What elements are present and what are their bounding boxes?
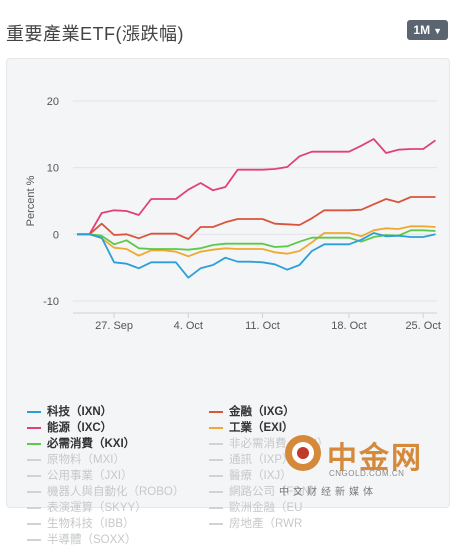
- series-line: [77, 229, 436, 251]
- page-title: 重要產業ETF(漲跌幅): [6, 24, 184, 44]
- legend-item[interactable]: 科技（IXN）: [27, 403, 112, 419]
- x-tick-label: 4. Oct: [174, 320, 203, 332]
- legend-item[interactable]: 房地產（RWR: [209, 515, 302, 531]
- y-tick-label: 20: [47, 96, 59, 108]
- legend-label: 科技（IXN）: [47, 406, 113, 418]
- legend-swatch: [209, 442, 223, 445]
- line-chart: -10 0 10 20 Percent % 27. Sep 4. Oct 11. Oct 18.…: [25, 96, 441, 332]
- x-tick-label: 11. Oct: [245, 320, 280, 332]
- y-axis-label: Percent %: [25, 175, 37, 226]
- legend-label: 機器人與自動化（ROBO）: [47, 486, 185, 498]
- watermark-url: CNGOLD.COM.CN: [329, 469, 405, 478]
- legend-item[interactable]: 網路公司（FDN）: [209, 483, 322, 499]
- y-tick-label: -10: [43, 296, 59, 308]
- legend-swatch: [27, 490, 41, 493]
- legend-item[interactable]: 歐洲金融（EU: [209, 499, 302, 515]
- caret-down-icon: ▼: [433, 26, 442, 36]
- legend-label: 醫療（IXJ）: [229, 470, 292, 482]
- legend-item[interactable]: 工業（EXI）: [209, 419, 294, 435]
- legend-label: 生物科技（IBB）: [47, 518, 135, 530]
- legend-item[interactable]: 公用事業（JXI）: [27, 467, 133, 483]
- legend-item[interactable]: 生物科技（IBB）: [27, 515, 135, 531]
- range-label: 1M: [413, 23, 431, 37]
- legend-swatch: [27, 538, 41, 541]
- legend-item[interactable]: 機器人與自動化（ROBO）: [27, 483, 184, 499]
- series-line: [77, 196, 436, 240]
- legend-swatch: [209, 474, 223, 477]
- legend-label: 通訊（IXP）: [229, 454, 294, 466]
- legend-label: 金融（IXG）: [229, 406, 295, 418]
- range-select-button[interactable]: 1M ▼: [407, 20, 448, 40]
- page-header: 重要產業ETF(漲跌幅) 1M ▼: [0, 0, 454, 58]
- x-tick-label: 25. Oct: [405, 320, 440, 332]
- legend-item[interactable]: 醫療（IXJ）: [209, 467, 292, 483]
- legend-item[interactable]: 能源（IXC）: [27, 419, 112, 435]
- chart-card: -10 0 10 20 Percent % 27. Sep 4. Oct 11. Oct 18.…: [6, 58, 450, 546]
- legend-label: 工業（EXI）: [229, 422, 294, 434]
- legend-swatch: [209, 458, 223, 461]
- legend-label: 能源（IXC）: [47, 422, 113, 434]
- legend-label: 非必需消費（RXI）: [229, 438, 329, 450]
- legend-label: 網路公司（FDN）: [229, 486, 322, 498]
- legend-item[interactable]: 通訊（IXP）: [209, 451, 294, 467]
- y-tick-label: 10: [47, 163, 59, 175]
- legend-label: 公用事業（JXI）: [47, 470, 133, 482]
- x-tick-label: 27. Sep: [95, 320, 133, 332]
- legend-swatch: [27, 410, 41, 413]
- legend-label: 歐洲金融（EU: [229, 502, 303, 514]
- legend-item[interactable]: 原物料（MXI）: [27, 451, 125, 467]
- legend-item[interactable]: 金融（IXG）: [209, 403, 295, 419]
- series-line: [77, 232, 436, 279]
- legend-swatch: [209, 490, 223, 493]
- legend-item[interactable]: 非必需消費（RXI）: [209, 435, 329, 451]
- legend-item[interactable]: 必需消費（KXI）: [27, 435, 135, 451]
- legend-label: 原物料（MXI）: [47, 454, 125, 466]
- legend-label: 半導體（SOXX）: [47, 534, 137, 546]
- legend-swatch: [209, 410, 223, 413]
- watermark-brand: 中金网: [327, 442, 423, 475]
- y-tick-label: 0: [53, 229, 59, 241]
- legend-item[interactable]: 半導體（SOXX）: [27, 531, 136, 547]
- legend-label: 房地產（RWR: [229, 518, 303, 530]
- legend-item[interactable]: 表演運算（SKYY）: [27, 499, 147, 515]
- legend-label: 必需消費（KXI）: [47, 438, 136, 450]
- legend-label: 表演運算（SKYY）: [47, 502, 147, 514]
- legend-swatch: [209, 426, 223, 429]
- legend-swatch: [209, 522, 223, 525]
- x-tick-label: 18. Oct: [331, 320, 366, 332]
- legend-swatch: [27, 522, 41, 525]
- legend-swatch: [27, 474, 41, 477]
- legend-swatch: [27, 426, 41, 429]
- series-line: [77, 138, 437, 236]
- legend-swatch: [27, 458, 41, 461]
- legend-swatch: [27, 442, 41, 445]
- series-line: [77, 225, 436, 258]
